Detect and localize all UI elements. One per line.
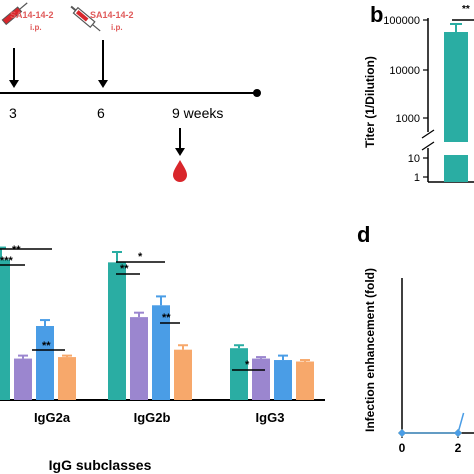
timeline-end-dot: [253, 89, 261, 97]
panel-c: IgG2a IgG2b IgG3 IgG subclasses ** *** ** …: [0, 244, 325, 473]
panel-label-d: d: [357, 222, 370, 247]
injection-label-1-line2: i.p.: [30, 23, 42, 32]
c-sig-label: ***: [0, 255, 14, 267]
c-category-label: IgG3: [256, 410, 285, 425]
c-bar: [296, 361, 314, 400]
arrow-head-1: [9, 80, 19, 88]
b-significance-label: **: [462, 4, 470, 15]
d-data-point: [398, 429, 406, 437]
panel-b: b Titer (1/Dilution) 100000100001000101 …: [363, 2, 474, 184]
arrow-head-3: [175, 148, 185, 156]
syringe-icon: [70, 5, 101, 32]
b-y-tick-label: 10: [408, 153, 420, 165]
c-bar: [58, 357, 76, 400]
b-y-tick-label: 100000: [383, 15, 420, 27]
c-sig-label: **: [120, 263, 129, 275]
panel-label-b: b: [370, 2, 383, 27]
timepoint-label: 3: [9, 105, 17, 121]
injection-label-2-line1: SA14-14-2: [90, 10, 134, 20]
panel-d: d Infection enhancement (fold) 0 2: [357, 222, 474, 455]
b-y-tick-label: 1: [414, 172, 420, 184]
c-category-label: IgG2a: [34, 410, 71, 425]
timepoint-label: 6: [97, 105, 105, 121]
c-bar: [14, 358, 32, 400]
c-sig-label: **: [42, 340, 51, 352]
c-bar: [0, 259, 10, 400]
c-bar: [174, 349, 192, 400]
d-x-tick-label: 2: [455, 441, 462, 455]
injection-label-2-line2: i.p.: [111, 23, 123, 32]
c-bar: [252, 358, 270, 400]
timepoint-label: 9 weeks: [172, 105, 223, 121]
c-sig-label: **: [162, 312, 171, 324]
b-y-axis-label: Titer (1/Dilution): [363, 56, 377, 148]
arrow-head-2: [98, 80, 108, 88]
d-x-tick-label: 0: [399, 441, 406, 455]
c-bar: [274, 360, 292, 400]
d-data-point: [454, 429, 462, 437]
b-axis-break: [421, 129, 435, 139]
c-bar: [230, 348, 248, 400]
injection-label-1-line1: SA14-14-2: [10, 10, 54, 20]
b-y-tick-label: 1000: [396, 113, 420, 125]
c-bar: [36, 326, 54, 400]
c-bar: [130, 317, 148, 400]
c-bar: [108, 262, 126, 400]
c-sig-label: *: [138, 251, 143, 263]
syringe-icon: [1, 2, 28, 26]
c-sig-label: *: [245, 359, 250, 371]
blood-drop-icon: [173, 160, 187, 182]
d-series-line: [402, 412, 465, 434]
c-category-label: IgG2b: [134, 410, 171, 425]
b-bar-lower: [444, 155, 468, 182]
d-y-axis-label: Infection enhancement (fold): [363, 268, 377, 432]
c-sig-label: **: [12, 244, 21, 256]
b-y-tick-label: 10000: [389, 65, 420, 77]
c-x-axis-label: IgG subclasses: [49, 457, 152, 473]
b-bar-upper: [444, 32, 468, 142]
c-bar: [152, 305, 170, 400]
b-axis-break: [421, 141, 435, 151]
timeline-panel: SA14-14-2 i.p. SA14-14-2 i.p. 3 6 9 week…: [0, 2, 261, 182]
